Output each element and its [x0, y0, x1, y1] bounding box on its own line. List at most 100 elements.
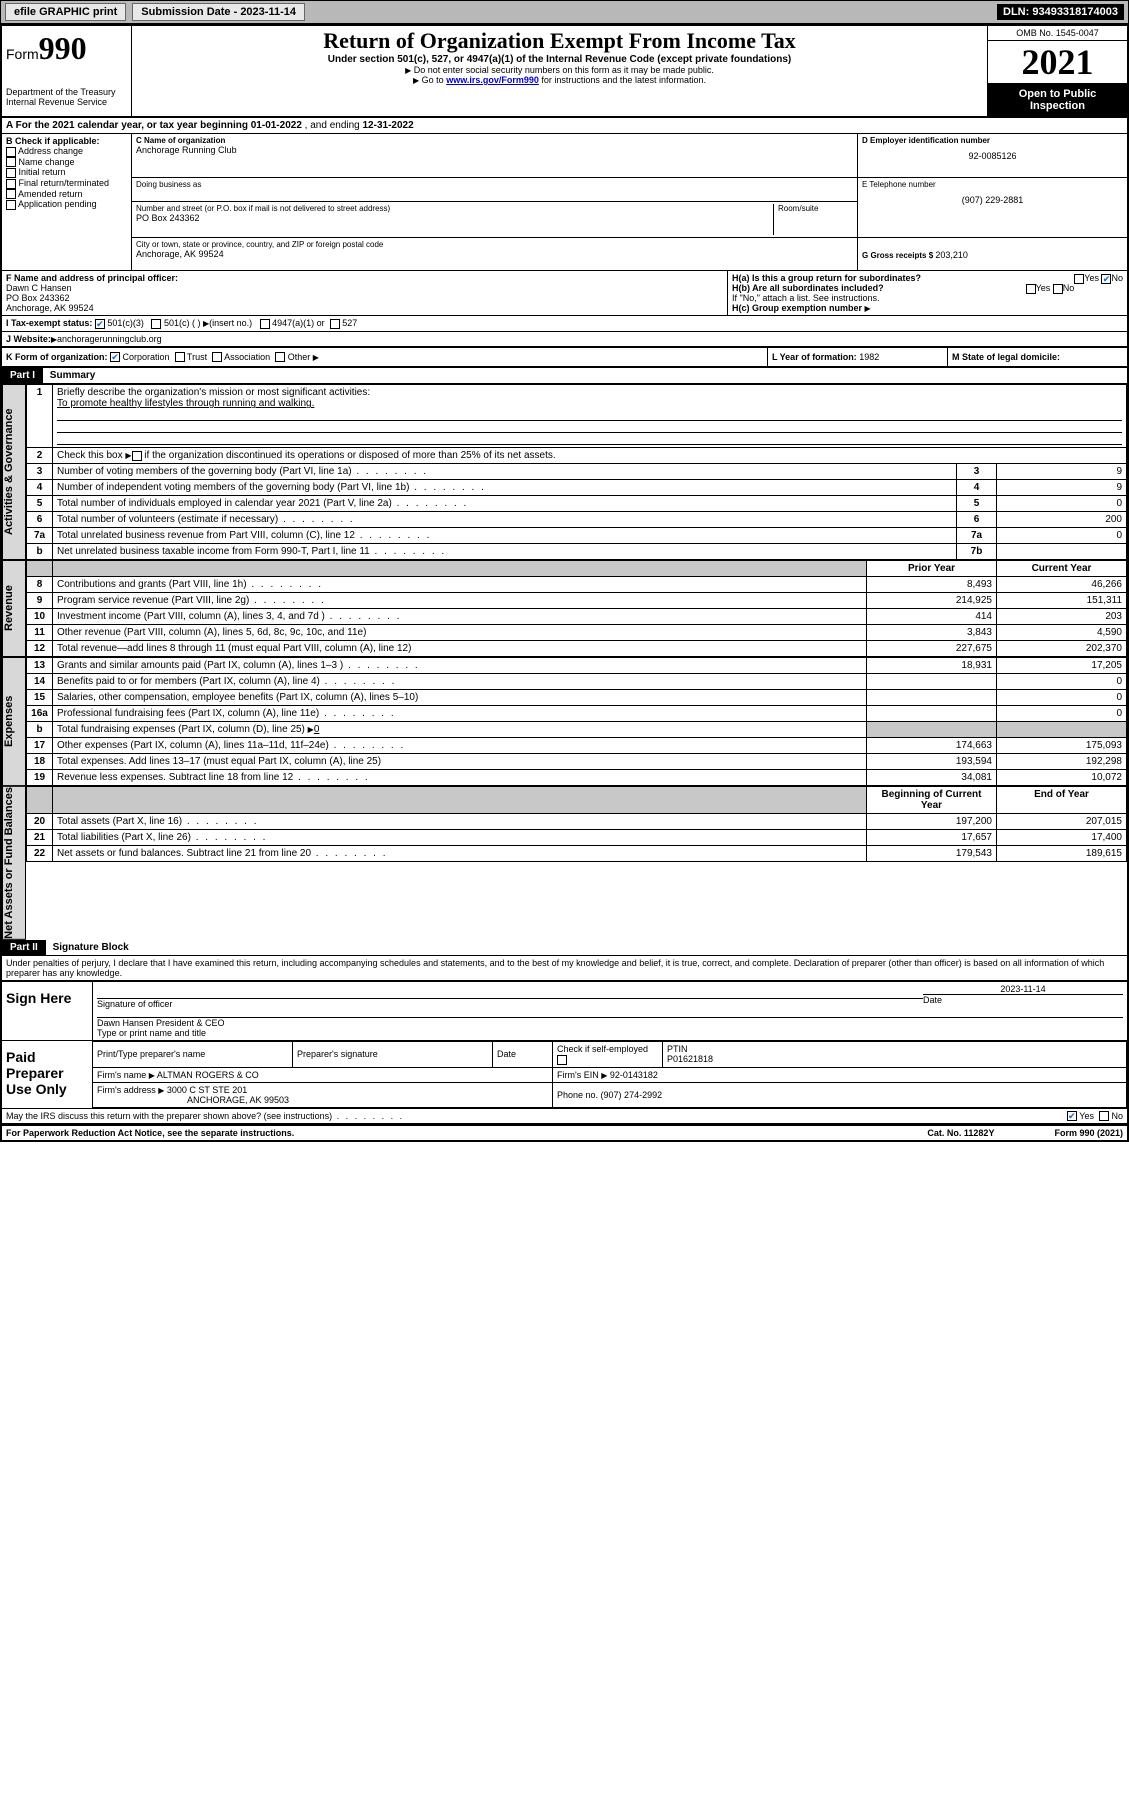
q16b-val: 0 — [314, 724, 320, 735]
table-row: 12Total revenue—add lines 8 through 11 (… — [27, 641, 1127, 657]
cb-discuss-no[interactable] — [1099, 1111, 1109, 1121]
cb-hb-yes[interactable] — [1026, 284, 1036, 294]
c13: 17,205 — [997, 658, 1127, 674]
c17: 175,093 — [997, 738, 1127, 754]
activities-governance-section: Activities & Governance 1 Briefly descri… — [2, 384, 1127, 560]
cb-self-employed[interactable] — [557, 1055, 567, 1065]
summary-table-top: 1 Briefly describe the organization's mi… — [26, 384, 1127, 560]
cb-q2[interactable] — [132, 451, 142, 461]
revenue-table: Prior YearCurrent Year 8Contributions an… — [26, 560, 1127, 657]
dln-label: DLN: 93493318174003 — [997, 4, 1124, 20]
cb-ha-no[interactable] — [1101, 274, 1111, 284]
q1-label: Briefly describe the organization's miss… — [57, 387, 370, 398]
cb-corp[interactable] — [110, 352, 120, 362]
table-row: 8Contributions and grants (Part VIII, li… — [27, 577, 1127, 593]
c12: 202,370 — [997, 641, 1127, 657]
efile-print-button[interactable]: efile GRAPHIC print — [5, 3, 126, 21]
ptin-label: PTIN — [667, 1044, 1122, 1054]
cb-app-label: Application pending — [18, 199, 97, 209]
row-a-mid: , and ending — [305, 120, 363, 131]
cb-amended[interactable]: Amended return — [6, 189, 127, 200]
form-number: Form990 — [6, 30, 127, 67]
part2-title: Signature Block — [49, 940, 133, 955]
prep-sig-label: Preparer's signature — [293, 1042, 493, 1068]
c16a: 0 — [997, 706, 1127, 722]
officer-street: PO Box 243362 — [6, 293, 723, 303]
hb-label: H(b) Are all subordinates included? — [732, 283, 884, 293]
irs-label: Internal Revenue Service — [6, 97, 127, 107]
dba-label: Doing business as — [136, 180, 853, 189]
table-row: 3Number of voting members of the governi… — [27, 464, 1127, 480]
col-center-org: C Name of organization Anchorage Running… — [132, 134, 857, 270]
form-header: Form990 Department of the Treasury Inter… — [2, 26, 1127, 118]
table-row: Firm's address 3000 C ST STE 201ANCHORAG… — [93, 1082, 1127, 1107]
q16a: Professional fundraising fees (Part IX, … — [57, 708, 396, 719]
cb-ha-yes[interactable] — [1074, 274, 1084, 284]
irs-link[interactable]: www.irs.gov/Form990 — [446, 75, 539, 85]
website-label: J Website: — [6, 334, 51, 344]
tax-year-begin: 01-01-2022 — [251, 120, 302, 131]
ptin-value: P01621818 — [667, 1054, 1122, 1064]
perjury-statement: Under penalties of perjury, I declare th… — [2, 956, 1127, 980]
table-row: bTotal fundraising expenses (Part IX, co… — [27, 722, 1127, 738]
cb-initial-label: Initial return — [19, 167, 66, 177]
col-b-title: B Check if applicable: — [6, 136, 127, 146]
row-f-officer: F Name and address of principal officer:… — [2, 271, 1127, 316]
table-row: 18Total expenses. Add lines 13–17 (must … — [27, 754, 1127, 770]
cb-trust[interactable] — [175, 352, 185, 362]
cb-initial-return[interactable]: Initial return — [6, 167, 127, 178]
cb-527[interactable] — [330, 319, 340, 329]
officer-city: Anchorage, AK 99524 — [6, 303, 723, 313]
v4: 9 — [997, 480, 1127, 496]
side-expenses: Expenses — [2, 657, 26, 786]
cb-app-pending[interactable]: Application pending — [6, 199, 127, 210]
c10: 203 — [997, 609, 1127, 625]
cb-name-change[interactable]: Name change — [6, 157, 127, 168]
k-label: K Form of organization: — [6, 352, 108, 362]
p18: 193,594 — [867, 754, 997, 770]
cb-other[interactable] — [275, 352, 285, 362]
website-value: anchoragerunningclub.org — [57, 334, 162, 344]
table-row: 7aTotal unrelated business revenue from … — [27, 528, 1127, 544]
cb-discuss-yes[interactable] — [1067, 1111, 1077, 1121]
net-assets-section: Net Assets or Fund Balances Beginning of… — [2, 786, 1127, 940]
h-c-row: H(c) Group exemption number — [732, 303, 1123, 313]
cb-4947[interactable] — [260, 319, 270, 329]
expenses-table: 13Grants and similar amounts paid (Part … — [26, 657, 1127, 786]
table-row: 22Net assets or fund balances. Subtract … — [27, 846, 1127, 862]
discuss-row: May the IRS discuss this return with the… — [2, 1109, 1127, 1125]
net-assets-table: Beginning of Current YearEnd of Year 20T… — [26, 786, 1127, 862]
footer-cat: Cat. No. 11282Y — [927, 1128, 994, 1138]
opt-other: Other — [288, 352, 311, 362]
city-value: Anchorage, AK 99524 — [136, 249, 853, 259]
q9: Program service revenue (Part VIII, line… — [57, 595, 326, 606]
sig-officer-label: Signature of officer — [97, 999, 923, 1009]
q4-label: Number of independent voting members of … — [57, 482, 486, 493]
opt-4947: 4947(a)(1) or — [272, 318, 325, 328]
part1-title: Summary — [46, 368, 100, 383]
state-domicile-label: M State of legal domicile: — [952, 352, 1060, 362]
c20: 207,015 — [997, 814, 1127, 830]
dept-treasury: Department of the Treasury — [6, 87, 127, 97]
p10: 414 — [867, 609, 997, 625]
room-label: Room/suite — [778, 204, 853, 213]
cb-final-return[interactable]: Final return/terminated — [6, 178, 127, 189]
q7b-label: Net unrelated business taxable income fr… — [57, 546, 446, 557]
instr2-post: for instructions and the latest informat… — [539, 75, 706, 85]
prep-date-label: Date — [493, 1042, 553, 1068]
cb-501c3[interactable] — [95, 319, 105, 329]
gross-label: G Gross receipts $ — [862, 251, 935, 260]
ha-no: No — [1111, 273, 1123, 283]
cb-hb-no[interactable] — [1053, 284, 1063, 294]
cb-assoc[interactable] — [212, 352, 222, 362]
q3-label: Number of voting members of the governin… — [57, 466, 428, 477]
cb-501c[interactable] — [151, 319, 161, 329]
q5-label: Total number of individuals employed in … — [57, 498, 468, 509]
q1-value: To promote healthy lifestyles through ru… — [57, 398, 314, 409]
form-990-text: 990 — [39, 30, 87, 66]
p17: 174,663 — [867, 738, 997, 754]
p14 — [867, 674, 997, 690]
opt-501c3: 501(c)(3) — [107, 318, 144, 328]
table-row: 10Investment income (Part VIII, column (… — [27, 609, 1127, 625]
cb-address-change[interactable]: Address change — [6, 146, 127, 157]
